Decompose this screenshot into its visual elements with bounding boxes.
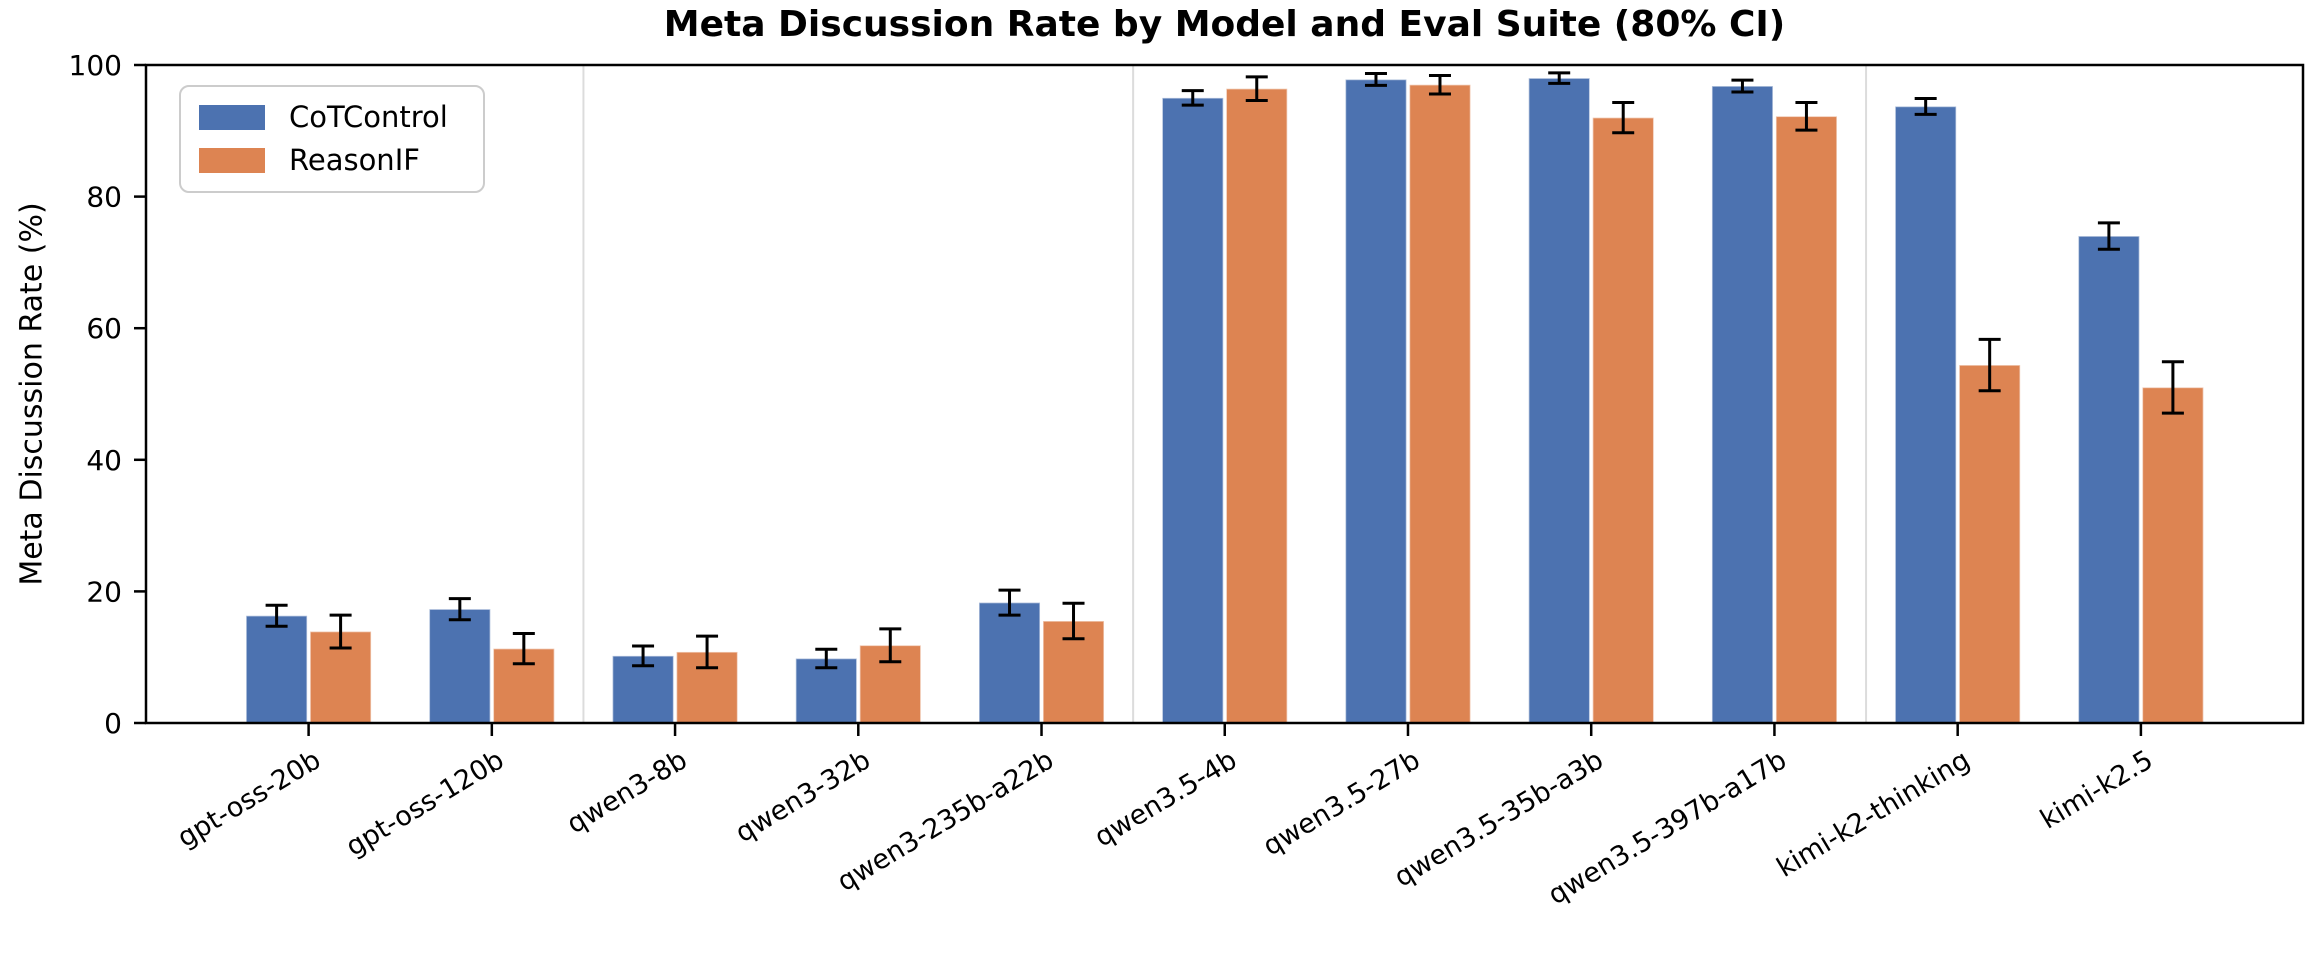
x-tick-label: gpt-oss-20b	[172, 744, 326, 853]
bar-reasonif-qwen3.5-27b	[1408, 83, 1472, 724]
x-tick-label: qwen3-8b	[562, 744, 693, 840]
y-tick-label: 20	[86, 575, 122, 608]
bar-reasonif-qwen3.5-4b	[1225, 87, 1288, 724]
bar-reasonif-qwen3.5-397b-a17b	[1775, 115, 1838, 724]
x-tick-label: qwen3-32b	[730, 744, 876, 849]
bar-cotcontrol-kimi-k2-thinking	[1894, 105, 1957, 724]
bar-cotcontrol-qwen3.5-397b-a17b	[1711, 85, 1774, 724]
bar-reasonif-kimi-k2.5	[2141, 386, 2205, 724]
y-tick-label: 60	[86, 312, 122, 345]
legend-label-cotcontrol: CoTControl	[289, 100, 448, 134]
y-tick-label: 0	[104, 707, 122, 740]
chart-title: Meta Discussion Rate by Model and Eval S…	[663, 4, 1786, 45]
legend-swatch-reasonif	[199, 148, 265, 173]
legend-swatch-cotcontrol	[199, 105, 265, 130]
legend: CoTControl ReasonIF	[179, 85, 485, 193]
y-tick-label: 100	[69, 49, 122, 82]
bar-cotcontrol-kimi-k2.5	[2077, 235, 2141, 724]
legend-label-reasonif: ReasonIF	[289, 143, 420, 177]
y-tick-label: 80	[86, 181, 122, 214]
bar-reasonif-kimi-k2-thinking	[1958, 364, 2021, 724]
x-tick-label: kimi-k2.5	[2035, 744, 2158, 835]
x-tick-label: qwen3.5-27b	[1258, 744, 1426, 862]
legend-item-reasonif: ReasonIF	[199, 146, 483, 175]
x-tick-label: gpt-oss-120b	[341, 744, 510, 862]
y-tick-label: 40	[86, 444, 122, 477]
x-tick-label: kimi-k2-thinking	[1772, 744, 1976, 883]
bar-cotcontrol-qwen3.5-4b	[1161, 97, 1224, 724]
bar-cotcontrol-qwen3-235b-a22b	[978, 601, 1041, 724]
bar-cotcontrol-gpt-oss-20b	[245, 614, 308, 724]
bar-cotcontrol-qwen3.5-35b-a3b	[1527, 77, 1591, 724]
bar-cotcontrol-gpt-oss-120b	[428, 608, 492, 724]
x-tick-label: qwen3.5-4b	[1089, 744, 1242, 853]
legend-item-cotcontrol: CoTControl	[199, 103, 483, 132]
bar-reasonif-qwen3.5-35b-a3b	[1591, 116, 1655, 724]
bar-cotcontrol-qwen3.5-27b	[1344, 78, 1408, 724]
